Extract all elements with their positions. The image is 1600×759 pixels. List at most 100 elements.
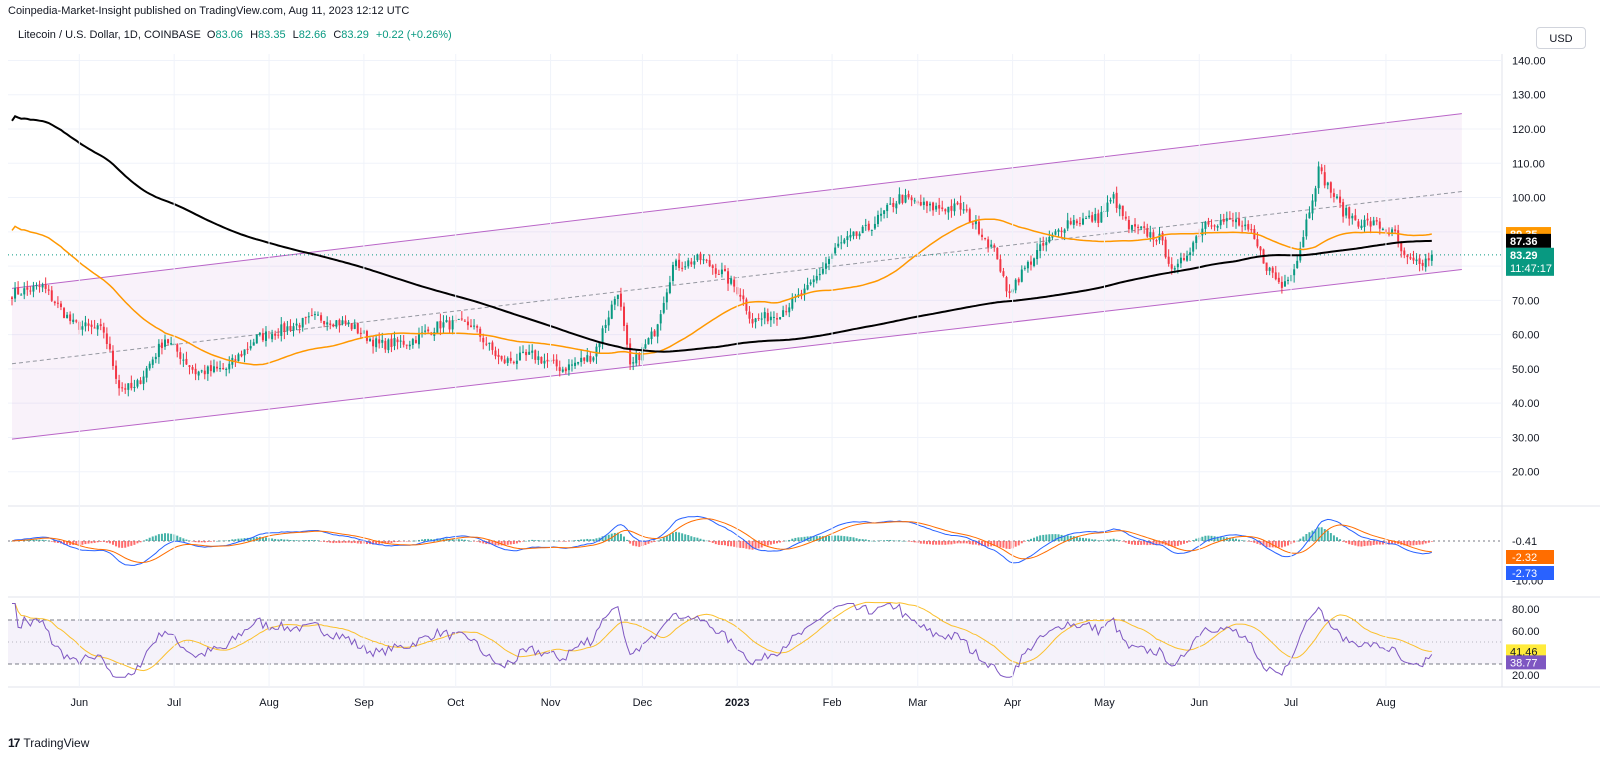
candle-body [782, 310, 785, 317]
candle-body [1366, 218, 1369, 221]
macd-histogram-bar [522, 541, 525, 542]
macd-histogram-bar [1421, 541, 1424, 545]
macd-histogram-bar [332, 541, 335, 544]
macd-histogram-bar [638, 541, 641, 547]
candle-body [1357, 221, 1360, 227]
candle-body [717, 273, 720, 275]
candle-body [222, 367, 225, 370]
candle-body [102, 326, 105, 333]
macd-histogram-bar [837, 535, 840, 541]
macd-histogram-bar [580, 539, 583, 541]
macd-histogram-bar [298, 540, 301, 542]
macd-histogram-bar [974, 541, 977, 545]
macd-histogram-bar [623, 536, 625, 541]
high-label: H [250, 29, 259, 41]
macd-histogram-bar [693, 537, 696, 541]
candle-body [1075, 220, 1078, 224]
candle-body [1314, 188, 1317, 202]
candle-body [730, 278, 733, 284]
sma-slow-value-badge-bg [1506, 233, 1551, 248]
macd-histogram-bar [457, 539, 460, 541]
macd-histogram-bar [821, 536, 824, 541]
candle-body [237, 354, 240, 361]
macd-histogram-bar [191, 541, 194, 542]
candle-body [1213, 225, 1216, 227]
candle-body [638, 353, 641, 360]
macd-histogram-bar [1127, 541, 1130, 544]
candle-body [1063, 229, 1066, 233]
macd-histogram-bar [47, 540, 50, 542]
macd-histogram-bar [583, 539, 586, 541]
candle-body [225, 368, 228, 370]
macd-histogram-bar [929, 541, 931, 545]
macd-histogram-bar [115, 541, 118, 547]
macd-histogram-bar [1241, 540, 1244, 541]
macd-histogram-bar [632, 541, 635, 546]
candle-body [234, 359, 237, 361]
macd-histogram-bar [1406, 541, 1409, 546]
macd-histogram-bar [1375, 541, 1378, 545]
candle-body [1033, 258, 1036, 266]
candle-body [616, 294, 619, 300]
macd-histogram-bar [329, 541, 332, 543]
candle-body [525, 351, 528, 356]
macd-histogram-bar [1002, 541, 1005, 548]
macd-histogram-bar [561, 541, 564, 542]
macd-histogram-bar [179, 537, 182, 541]
macd-histogram-bar [1109, 539, 1112, 541]
macd-histogram-bar [616, 532, 619, 541]
macd-histogram-bar [981, 541, 984, 546]
candle-body [644, 344, 647, 349]
macd-histogram-bar [1146, 541, 1149, 546]
symbol-name: Litecoin / U.S. Dollar, 1D, COINBASE [18, 29, 201, 41]
candle-body [35, 285, 38, 287]
macd-histogram-bar [1026, 539, 1029, 541]
macd-histogram-bar [870, 540, 873, 542]
candle-body [142, 376, 145, 384]
candle-body [350, 323, 353, 330]
candle-body [280, 324, 283, 336]
currency-button[interactable]: USD [1536, 27, 1586, 49]
macd-histogram-bar [1085, 538, 1088, 541]
macd-histogram-bar [586, 538, 589, 541]
candle-body [892, 202, 895, 207]
candle-body [1280, 281, 1283, 288]
macd-histogram-bar [341, 541, 344, 543]
candle-body [1124, 216, 1127, 219]
candle-body [766, 312, 769, 322]
candle-body [460, 318, 463, 320]
macd-histogram-bar [635, 541, 638, 547]
candle-body [359, 332, 362, 334]
candle-body [414, 339, 417, 343]
candle-body [11, 297, 13, 299]
candle-body [941, 207, 944, 209]
candle-body [788, 307, 791, 313]
price-tick-label: 30.00 [1512, 432, 1540, 444]
tradingview-logo[interactable]: 17 TradingView [8, 736, 89, 750]
candle-body [803, 288, 806, 295]
candle-body [910, 197, 913, 201]
candle-body [424, 330, 427, 332]
candle-body [577, 361, 580, 364]
macd-histogram-bar [1140, 541, 1143, 545]
macd-histogram-bar [1311, 530, 1314, 541]
macd-histogram-bar [518, 541, 521, 543]
candle-body [93, 327, 96, 329]
macd-histogram-bar [855, 538, 858, 541]
candle-body [1216, 225, 1219, 228]
macd-histogram-bar [913, 541, 916, 543]
candle-body [69, 314, 72, 321]
macd-histogram-bar [1137, 541, 1140, 546]
candle-body [84, 322, 87, 327]
candle-body [1287, 279, 1290, 281]
macd-histogram-bar [644, 541, 647, 546]
candle-body [1265, 262, 1268, 271]
candle-body [1222, 219, 1225, 222]
time-tick-label: May [1094, 697, 1115, 709]
candle-body [840, 242, 843, 244]
macd-histogram-bar [1427, 541, 1430, 543]
candle-body [925, 201, 928, 207]
macd-histogram-bar [619, 533, 622, 541]
